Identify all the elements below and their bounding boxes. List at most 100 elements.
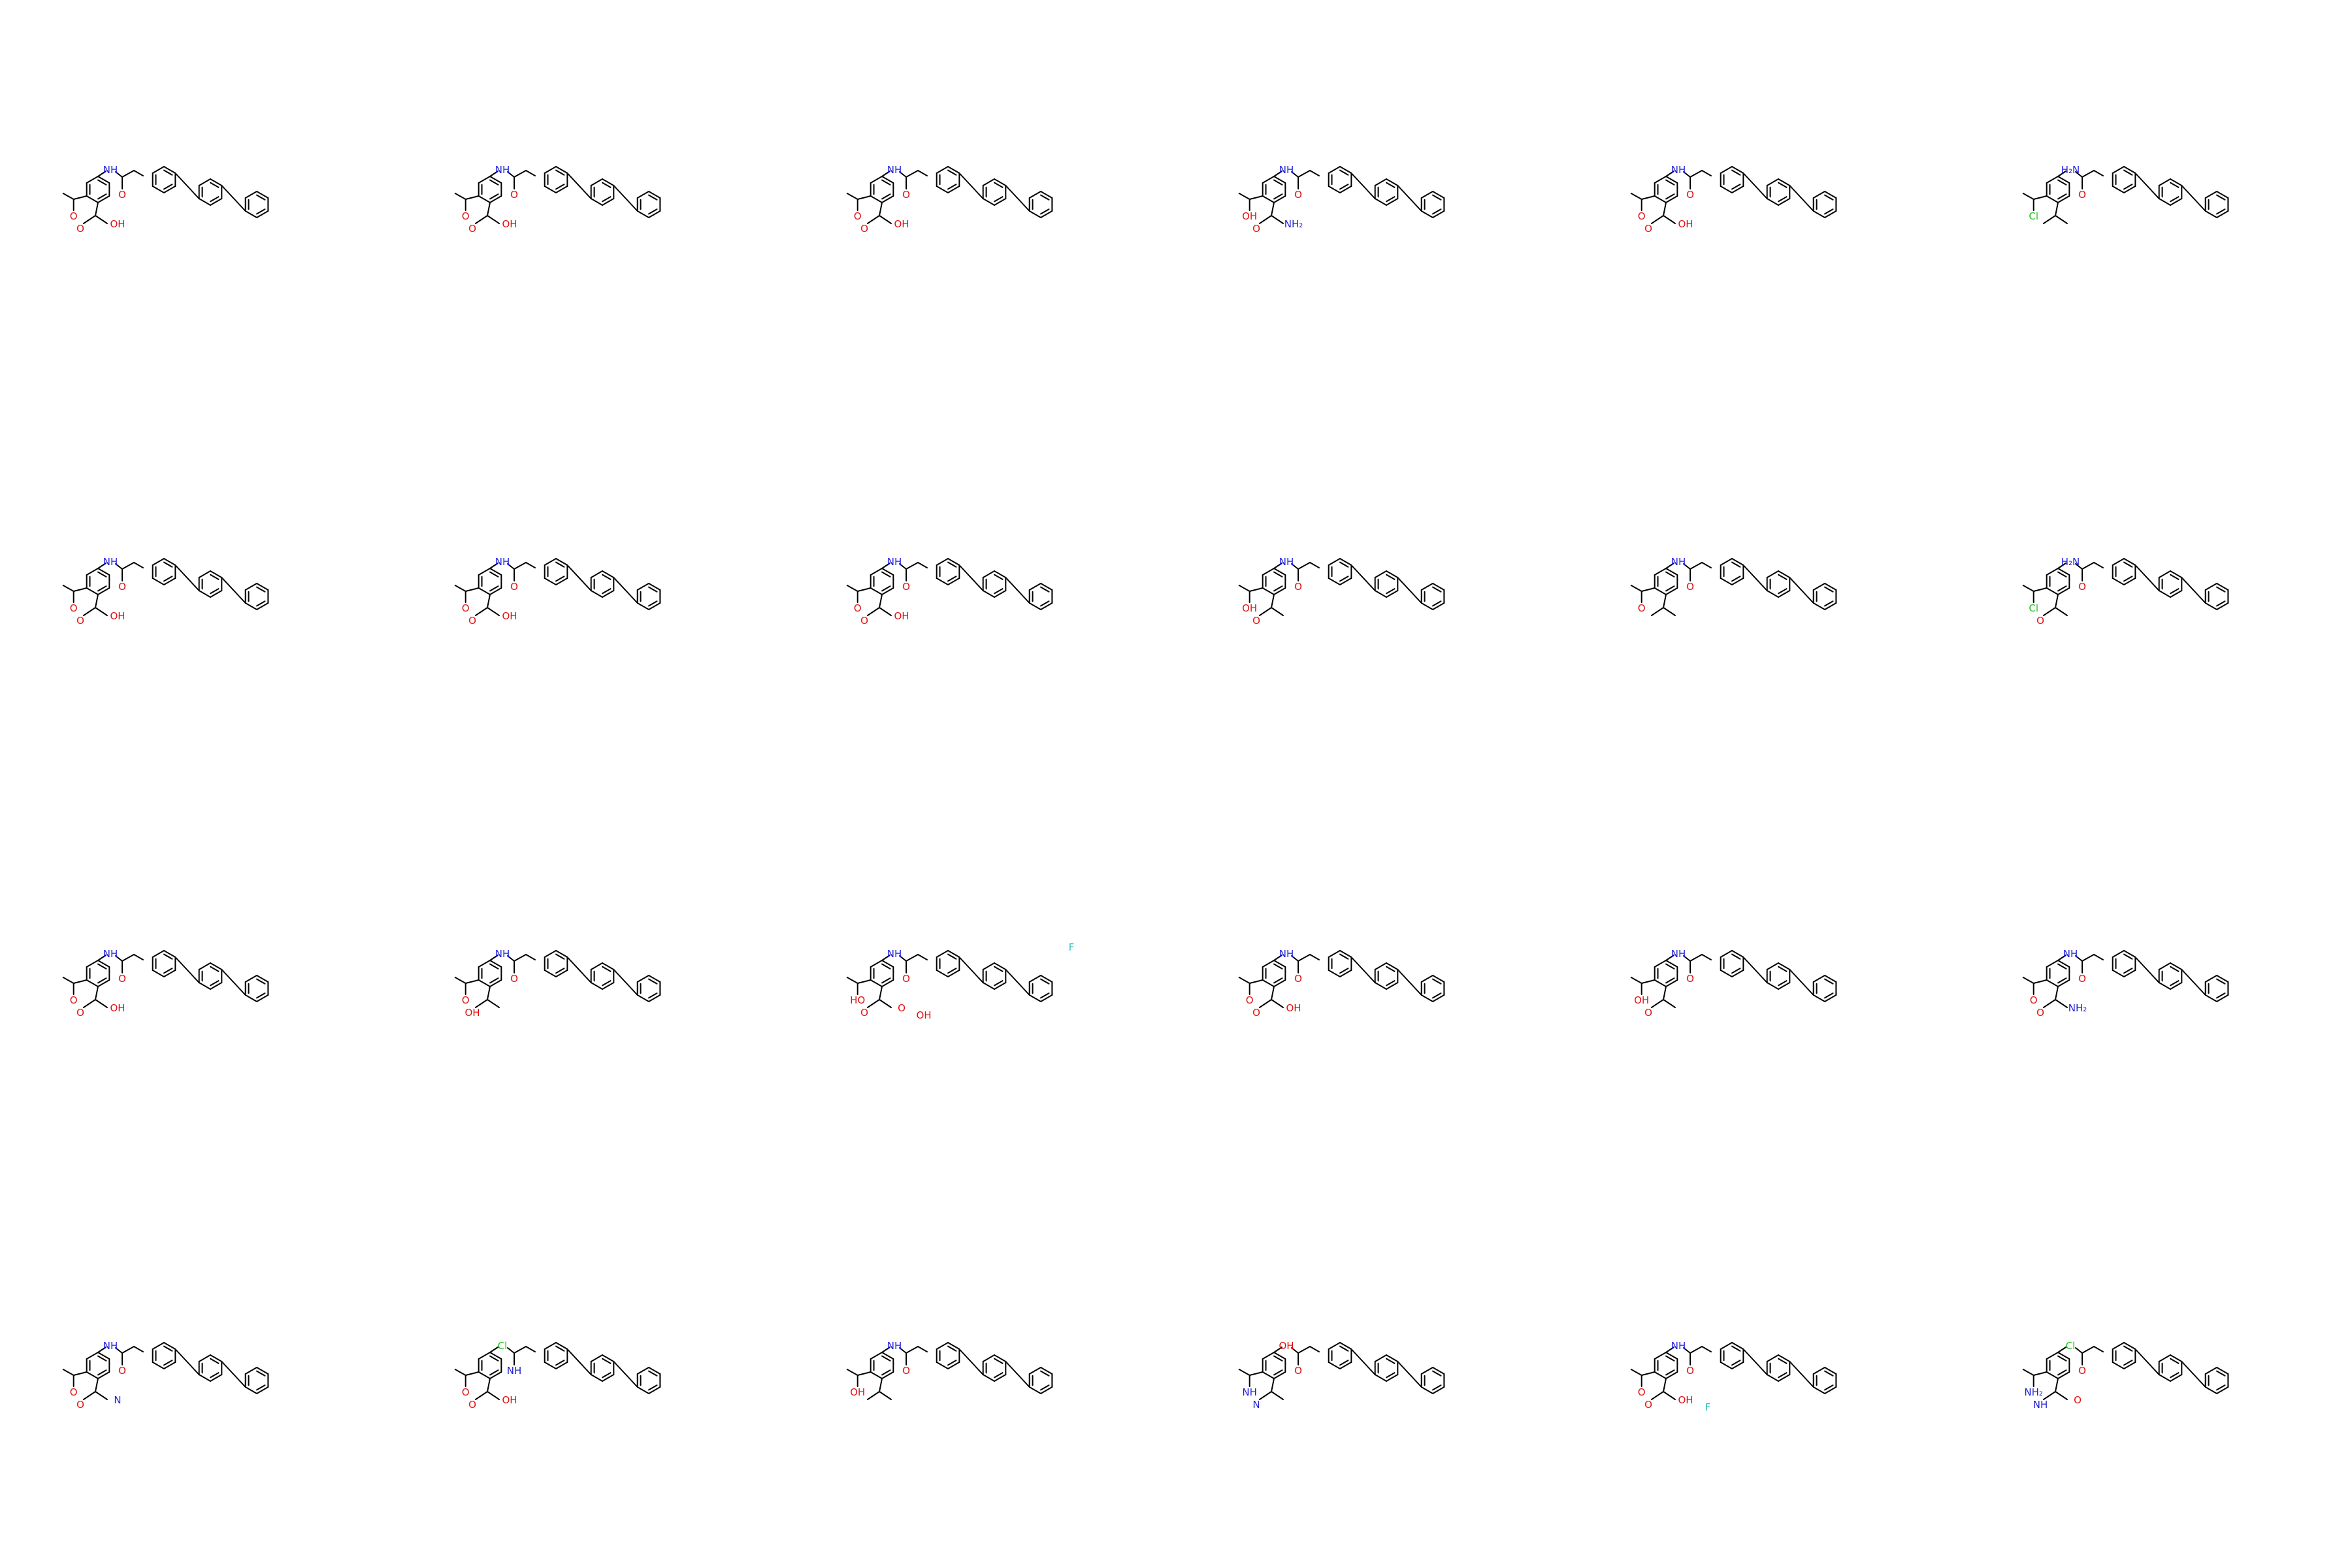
atom-label: O (2078, 1365, 2086, 1377)
aromatic-bond (994, 588, 1004, 595)
amide-bond (489, 563, 498, 569)
molecule-structure: OH O NHN (1238, 1340, 1445, 1411)
aromatic-bond (489, 179, 499, 186)
ring-bond (198, 1354, 212, 1362)
ring-bond (1665, 1352, 1678, 1360)
atom-label: OH (1678, 218, 1693, 230)
ring-bond (2112, 578, 2125, 585)
ring-bond (198, 982, 212, 990)
substituent-bond (1259, 999, 1272, 1008)
aromatic-bond (602, 182, 612, 188)
aromatic-bond (2216, 1384, 2226, 1391)
right-ring (982, 1354, 1007, 1382)
right-ring (1720, 950, 1744, 977)
substituent-bond (475, 1391, 488, 1400)
ring-bond (97, 176, 110, 184)
aromatic-bond (1824, 978, 1834, 985)
aromatic-bond (2057, 571, 2067, 578)
ring-bond (648, 975, 661, 983)
ring-bond (198, 590, 212, 598)
ring-bond (97, 568, 110, 576)
aromatic-bond (1432, 1370, 1442, 1377)
atom-label: O (860, 1007, 868, 1019)
methylene-bond (2082, 954, 2095, 962)
methylene-bond (525, 954, 536, 960)
amide-bond (489, 955, 498, 961)
ring-bond (870, 979, 883, 987)
aromatic-bond (1665, 1355, 1675, 1362)
substituent-bond (1271, 1391, 1284, 1400)
core-ring (1654, 960, 1678, 987)
aromatic-bond (1432, 992, 1442, 999)
ring-bond (198, 198, 212, 206)
ring-bond (936, 970, 949, 977)
substituent-bond (62, 1369, 74, 1376)
biaryl-bond (613, 969, 638, 996)
biaryl-bond (1397, 185, 1422, 212)
substituent-bond (1249, 587, 1264, 592)
aromatic-bond (881, 1369, 891, 1376)
substituent-bond (62, 193, 74, 200)
ring-bond (478, 587, 491, 595)
core-ring (86, 176, 110, 203)
ring-bond (97, 1352, 110, 1360)
ring-bond (1420, 994, 1434, 1002)
right-ring (544, 558, 568, 585)
ring-bond (1720, 558, 1733, 566)
aromatic-bond (881, 1355, 891, 1362)
ring-bond (1720, 186, 1733, 193)
substituent-bond (1651, 215, 1664, 224)
ring-bond (1374, 1354, 1388, 1362)
methylene-bond (133, 1346, 144, 1352)
ring-bond (544, 1342, 557, 1350)
substituent-bond (857, 979, 872, 984)
ring-bond (86, 587, 99, 595)
molecule-structure: Cl NH OO OH (454, 1340, 661, 1411)
ring-bond (602, 198, 615, 206)
atom-label: O (1686, 973, 1694, 985)
aromatic-bond (163, 561, 173, 568)
ring-bond (994, 962, 1007, 970)
aromatic-bond (555, 1360, 565, 1366)
methylene-bond (525, 562, 536, 568)
aromatic-bond (163, 968, 173, 974)
ring-bond (1328, 1342, 1341, 1350)
ring-bond (555, 950, 568, 958)
ring-bond (1778, 178, 1791, 186)
substituent-bond (857, 195, 872, 200)
biaryl-bond (1789, 1361, 1814, 1388)
molecule-cell: NH O O O OH (0, 784, 392, 1176)
ring-bond (1766, 590, 1780, 598)
substituent-bond (2033, 1371, 2048, 1376)
ring-bond (1328, 186, 1341, 193)
ring-bond (648, 191, 661, 199)
aromatic-bond (1778, 980, 1788, 987)
methylene-bond (1701, 170, 1712, 176)
right-ring (2158, 570, 2183, 598)
ring-bond (2170, 962, 2183, 970)
aromatic-bond (489, 571, 499, 578)
substituent-bond (487, 1391, 500, 1400)
ring-bond (994, 1374, 1007, 1382)
ring-bond (555, 578, 568, 585)
amide-bond (881, 171, 890, 177)
ring-bond (256, 191, 269, 199)
aromatic-bond (1040, 208, 1050, 215)
right-ring (1812, 975, 1837, 1002)
ring-bond (2158, 570, 2172, 578)
substituent-bond (465, 587, 480, 592)
aromatic-bond (1824, 1370, 1834, 1377)
ring-bond (1654, 979, 1667, 987)
biaryl-bond (1397, 969, 1422, 996)
aromatic-bond (1339, 1360, 1349, 1366)
aromatic-bond (2057, 977, 2067, 984)
ring-bond (636, 1367, 650, 1375)
ring-bond (1374, 590, 1388, 598)
aromatic-bond (947, 1345, 957, 1352)
right-ring (152, 558, 176, 585)
aromatic-bond (2123, 576, 2133, 582)
substituent-bond (1641, 1371, 1656, 1376)
